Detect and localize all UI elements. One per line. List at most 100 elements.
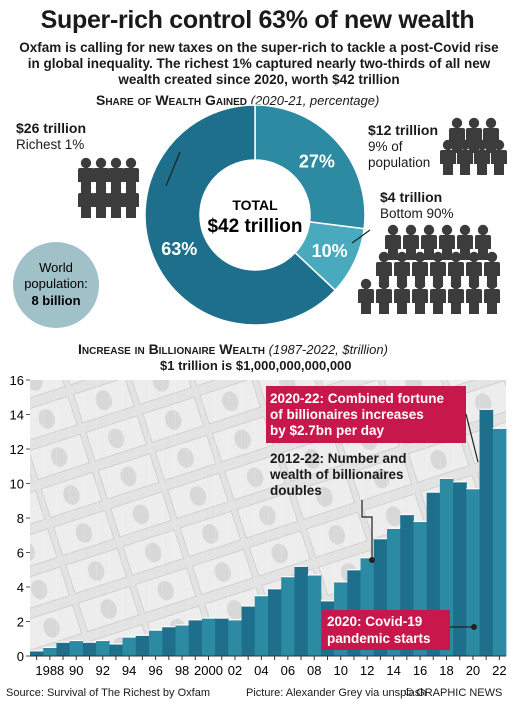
slice-bottom-amount: $4 trillion xyxy=(380,189,443,205)
area-background-cover xyxy=(122,380,137,638)
world-population-circle xyxy=(13,242,99,328)
x-tick-label: 08 xyxy=(307,663,321,677)
person-icon xyxy=(358,278,374,314)
x-tick-label: 02 xyxy=(228,663,242,677)
person-icon xyxy=(394,278,410,314)
area-bar xyxy=(201,618,216,656)
x-tick-label: 14 xyxy=(386,663,400,677)
area-background-cover xyxy=(82,380,97,643)
slice-middle-label: $12 trillion 9% of population xyxy=(368,122,448,171)
x-axis: 1988 90 92 94 96 98 2000 02 04 06 08 10 12 14 16 18 20 22 xyxy=(30,655,507,677)
world-population-label-2: population: xyxy=(24,276,88,291)
person-icon xyxy=(466,278,482,314)
pie-center-value: $42 trillion xyxy=(207,216,302,237)
area-bar xyxy=(268,588,282,656)
person-icon xyxy=(412,278,428,314)
trillion-note: $1 trillion is $1,000,000,000,000 xyxy=(160,358,352,373)
area-bar xyxy=(96,640,110,656)
annotation-doubles-line-3: doubles xyxy=(270,483,322,498)
pie-slice-labels: 27% 10% 63% xyxy=(161,151,347,261)
area-bar xyxy=(30,650,44,656)
slice-middle-group: 9% of population xyxy=(368,139,431,170)
area-bar xyxy=(135,635,150,656)
area-background-cover xyxy=(466,380,480,489)
area-bar xyxy=(453,481,467,656)
area-background-cover xyxy=(43,380,57,648)
copyright: © GRAPHIC NEWS xyxy=(405,687,503,699)
slice-bottom-label: $4 trillion Bottom 90% xyxy=(380,189,454,222)
area-chart-title-sub: (1987-2022, $trillion) xyxy=(268,342,388,357)
area-bar xyxy=(254,595,269,656)
source-text: Source: Survival of The Richest by Oxfam xyxy=(6,687,210,699)
y-tick-label: 8 xyxy=(17,511,24,526)
slice-richest-label: $26 trillion Richest 1% xyxy=(16,120,86,153)
x-tick-label: 04 xyxy=(254,663,268,677)
area-background-cover xyxy=(56,380,71,643)
x-tick-label: 1988 xyxy=(35,663,64,677)
person-icon xyxy=(448,278,464,314)
area-bar xyxy=(69,640,84,656)
x-tick-label: 12 xyxy=(360,663,374,677)
area-background-cover xyxy=(201,380,216,619)
person-icon xyxy=(108,182,124,218)
annotation-covid-dot xyxy=(471,624,477,630)
annotation-fortune-line-3: by $2.7bn per day xyxy=(270,423,385,438)
x-tick-label: 20 xyxy=(466,663,480,677)
y-tick-label: 16 xyxy=(10,373,24,388)
area-bar xyxy=(149,630,163,656)
person-icon xyxy=(123,182,139,218)
area-background-cover xyxy=(96,380,110,641)
area-bar xyxy=(162,626,176,656)
area-bar xyxy=(492,428,507,656)
pie-chart: 27% 10% 63% TOTAL $42 trillion World popul… xyxy=(13,104,507,328)
person-icon xyxy=(78,182,94,218)
y-tick-label: 14 xyxy=(10,408,24,423)
x-tick-label: 98 xyxy=(175,663,189,677)
area-bar xyxy=(466,488,480,656)
page-title: Super-rich control 63% of new wealth xyxy=(40,6,475,34)
pie-chart-title-main: Share of Wealth Gained xyxy=(96,92,248,108)
area-background-cover xyxy=(69,380,84,641)
pie-leader-bottom xyxy=(351,229,371,244)
area-bar xyxy=(175,624,190,656)
pie-slice-label: 10% xyxy=(312,241,348,261)
page-subtitle: Oxfam is calling for new taxes on the su… xyxy=(19,40,499,87)
x-tick-label: 06 xyxy=(281,663,295,677)
x-tick-label: 10 xyxy=(333,663,347,677)
area-bar xyxy=(82,642,97,656)
pie-leader-richest xyxy=(165,151,181,187)
area-background-cover xyxy=(228,380,242,620)
annotation-fortune-leader xyxy=(465,413,479,463)
annotation-doubles-line-1: 2012-22: Number and xyxy=(270,451,407,466)
x-tick-label: 96 xyxy=(148,663,162,677)
person-icon xyxy=(93,182,109,218)
area-background-cover xyxy=(241,380,256,606)
y-tick-label: 0 xyxy=(17,649,24,664)
area-bar xyxy=(188,619,203,656)
area-bar xyxy=(43,647,57,656)
area-bar xyxy=(281,576,295,656)
pie-chart-title-sub: (2020-21, percentage) xyxy=(250,93,380,108)
slice-richest-amount: $26 trillion xyxy=(16,120,87,136)
area-background-cover xyxy=(162,380,176,627)
area-chart-title: Increase in Billionaire Wealth (1987-202… xyxy=(78,341,388,357)
annotation-fortune-line-2: of billionaires increases xyxy=(270,407,424,422)
person-icon xyxy=(430,278,446,314)
pie-slice xyxy=(254,104,366,230)
area-bar xyxy=(228,619,242,656)
x-tick-label: 94 xyxy=(122,663,136,677)
area-background-cover xyxy=(135,380,150,636)
area-bar xyxy=(122,637,137,656)
area-background-cover xyxy=(215,380,229,619)
slice-middle-amount: $12 trillion xyxy=(368,122,439,138)
area-background-cover xyxy=(254,380,269,596)
world-population-value: 8 billion xyxy=(31,293,80,308)
x-tick-label: 90 xyxy=(69,663,83,677)
area-background-cover xyxy=(30,380,44,651)
pie-center-label: TOTAL xyxy=(232,197,278,213)
area-bar xyxy=(479,409,494,656)
y-tick-label: 12 xyxy=(10,442,24,457)
person-icon xyxy=(484,278,500,314)
annotation-fortune-line-1: 2020-22: Combined fortune xyxy=(270,391,445,406)
